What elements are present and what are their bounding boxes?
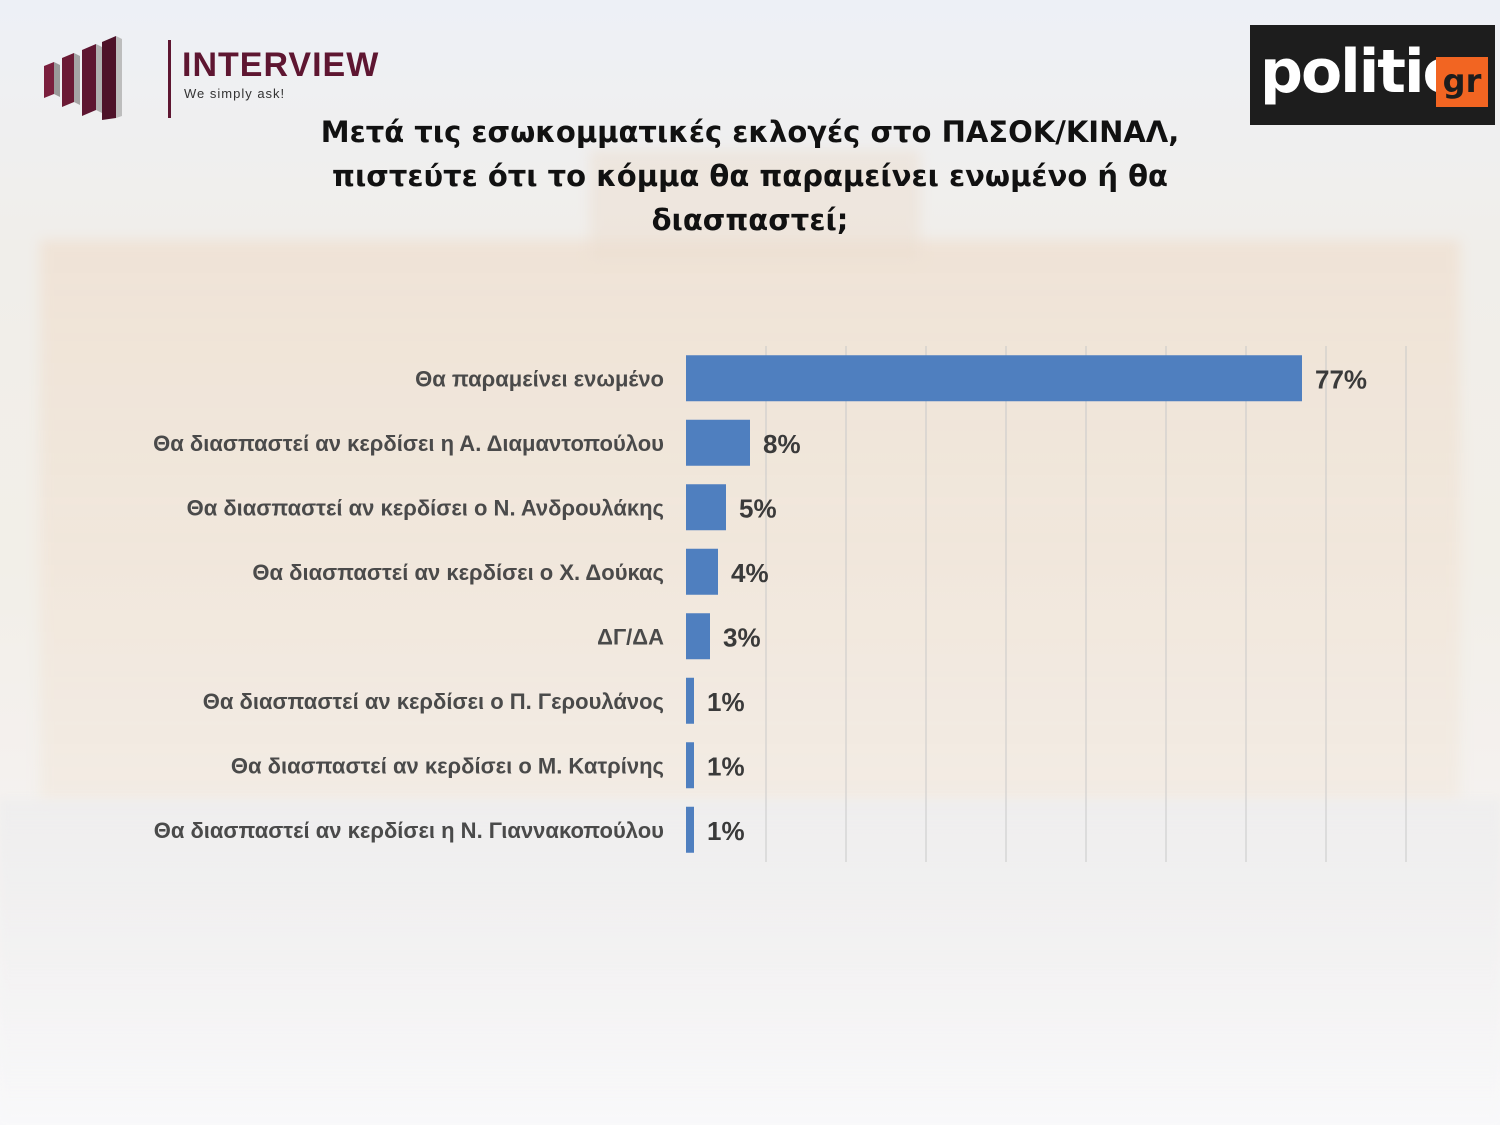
category-label: ΔΓ/ΔΑ [597, 624, 664, 649]
bar [686, 355, 1302, 402]
data-label: 8% [763, 429, 801, 459]
bar [686, 613, 710, 660]
bar [686, 677, 694, 724]
bar [686, 548, 718, 595]
data-label: 4% [731, 558, 769, 588]
politic-logo: politic gr [1250, 25, 1495, 125]
category-label: Θα διασπαστεί αν κερδίσει η Α. Διαμαντοπ… [153, 431, 664, 456]
bar [686, 742, 694, 789]
category-label: Θα διασπαστεί αν κερδίσει η Ν. Γιαννακοπ… [154, 818, 664, 843]
data-label: 1% [707, 816, 745, 846]
chart-title: Μετά τις εσωκομματικές εκλογές στο ΠΑΣΟΚ… [320, 115, 1180, 237]
data-label: 1% [707, 687, 745, 717]
data-label: 3% [723, 622, 761, 652]
data-label: 5% [739, 493, 777, 523]
category-label: Θα διασπαστεί αν κερδίσει ο Π. Γερουλάνο… [203, 689, 664, 714]
interview-logo: INTERVIEW We simply ask! [40, 36, 378, 120]
bar [686, 419, 750, 466]
category-label: Θα διασπαστεί αν κερδίσει ο Μ. Κατρίνης [231, 753, 664, 778]
category-label: Θα διασπαστεί αν κερδίσει ο Χ. Δούκας [252, 560, 664, 585]
interview-logo-divider [168, 40, 171, 118]
bar [686, 484, 726, 531]
politic-logo-tld: gr [1436, 57, 1488, 107]
category-label: Θα παραμείνει ενωμένο [415, 366, 664, 391]
data-label: 77% [1315, 364, 1367, 394]
data-label: 1% [707, 751, 745, 781]
category-label: Θα διασπαστεί αν κερδίσει ο Ν. Ανδρουλάκ… [187, 495, 664, 520]
interview-logo-bars-icon [44, 36, 122, 120]
interview-logo-tagline: We simply ask! [184, 86, 286, 101]
bar [686, 806, 694, 853]
politic-logo-word: politic [1260, 37, 1458, 107]
interview-logo-brand: INTERVIEW [182, 46, 380, 84]
